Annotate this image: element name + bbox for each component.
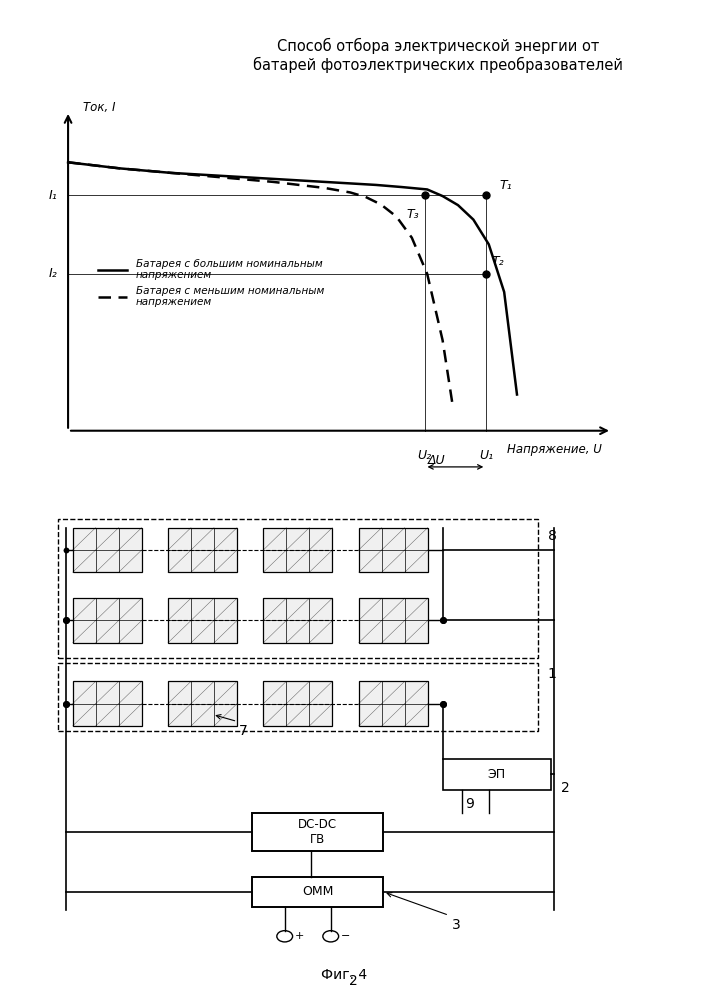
Bar <box>443 759 551 790</box>
Text: Напряжение, U: Напряжение, U <box>507 443 602 456</box>
Text: 9: 9 <box>465 797 474 811</box>
Bar <box>358 598 428 643</box>
Text: −: − <box>341 931 350 941</box>
Text: 1: 1 <box>548 667 556 681</box>
Text: T₂: T₂ <box>491 255 504 268</box>
Text: I₁: I₁ <box>49 189 58 202</box>
Text: 7: 7 <box>239 724 247 738</box>
Bar <box>168 681 237 726</box>
Text: ЭП: ЭП <box>488 768 506 781</box>
Text: 8: 8 <box>548 529 556 543</box>
Legend: Батарея с большим номинальным
напряжением, Батарея с меньшим номинальным
напряже: Батарея с большим номинальным напряжение… <box>94 255 328 311</box>
Text: Ток, I: Ток, I <box>83 101 116 114</box>
Text: Фиг. 3: Фиг. 3 <box>280 552 327 566</box>
Text: U₂: U₂ <box>418 449 432 462</box>
Text: T₃: T₃ <box>407 208 419 221</box>
Bar <box>168 598 237 643</box>
Bar <box>252 877 383 907</box>
Bar <box>58 519 538 658</box>
Bar <box>73 528 141 572</box>
Bar <box>358 528 428 572</box>
Text: U₁: U₁ <box>479 449 493 462</box>
Bar <box>263 681 332 726</box>
Bar <box>73 681 141 726</box>
Text: T₁: T₁ <box>499 179 512 192</box>
Bar <box>263 528 332 572</box>
Text: Способ отбора электрической энергии от
батарей фотоэлектрических преобразователе: Способ отбора электрической энергии от б… <box>253 38 624 73</box>
Text: I₂: I₂ <box>49 267 58 280</box>
Bar <box>168 528 237 572</box>
Text: ΔU: ΔU <box>428 454 445 467</box>
Text: 2: 2 <box>561 781 570 795</box>
Text: Фиг. 4: Фиг. 4 <box>321 968 367 982</box>
Text: 3: 3 <box>452 918 461 932</box>
Text: 2: 2 <box>349 974 358 988</box>
Bar <box>252 813 383 851</box>
Text: DC-DC
ГВ: DC-DC ГВ <box>298 818 337 846</box>
Text: ОММ: ОММ <box>302 885 333 898</box>
Bar <box>58 663 538 731</box>
Bar <box>263 598 332 643</box>
Bar <box>73 598 141 643</box>
Text: +: + <box>295 931 304 941</box>
Bar <box>358 681 428 726</box>
